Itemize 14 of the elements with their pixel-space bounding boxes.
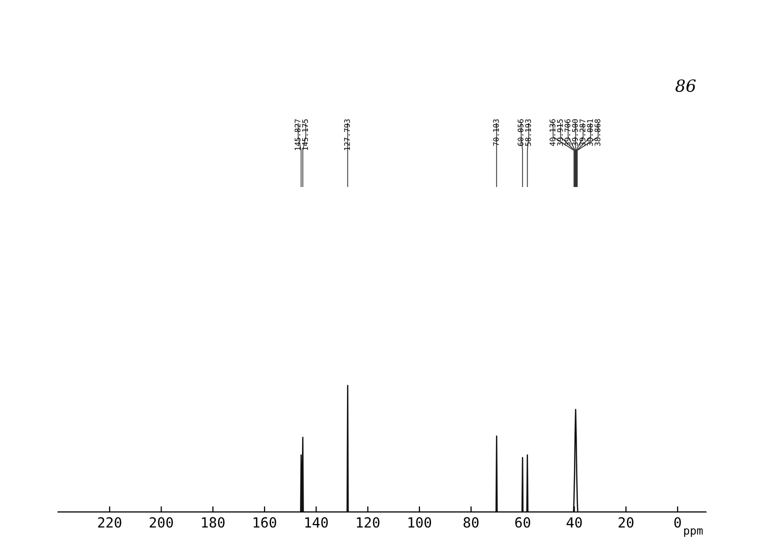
x-tick-label: 60: [515, 517, 530, 528]
x-tick-label: 200: [150, 517, 173, 528]
x-tick-label: 160: [254, 517, 276, 528]
x-tick-label: 140: [305, 517, 328, 528]
x-tick-label: 100: [408, 517, 432, 528]
text: 86: [676, 79, 696, 92]
x-axis-title: ppm: [684, 528, 703, 537]
x-tick-label: 0: [674, 517, 681, 528]
x-tick-label: 80: [464, 517, 479, 528]
x-tick-label: 40: [566, 517, 582, 528]
x-tick-label: 120: [356, 517, 380, 528]
x-tick-label: 20: [618, 517, 634, 528]
x-tick-label: 180: [202, 517, 225, 528]
x-tick-label: 220: [98, 517, 122, 528]
